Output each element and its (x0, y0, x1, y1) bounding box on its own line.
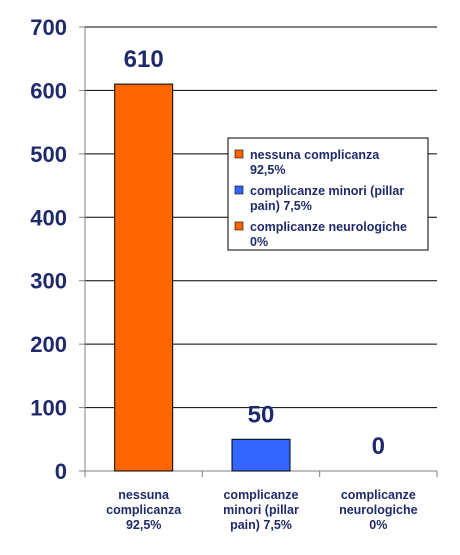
y-tick-label: 500 (30, 142, 67, 167)
legend-swatch (234, 149, 244, 159)
y-tick-label: 400 (30, 205, 67, 230)
y-tick-label: 700 (30, 15, 67, 40)
legend-entry-label: complicanze neurologiche 0% (250, 220, 407, 249)
bar-value-label: 0 (372, 433, 385, 460)
x-tick-label: nessuna complicanza 92,5% (106, 488, 182, 532)
y-tick-label: 600 (30, 78, 67, 103)
bars (114, 83, 291, 472)
y-tick-label: 300 (30, 269, 67, 294)
x-tick-label: complicanze minori (pillar pain) 7,5% (223, 488, 299, 532)
y-tick-labels: 0 100 200 300 400 500 600 700 (30, 15, 67, 484)
legend-swatch (234, 185, 244, 195)
y-tick-label: 0 (55, 459, 67, 484)
x-tick-label: complicanze neurologiche 0% (339, 488, 418, 532)
y-tick-label: 100 (30, 396, 67, 421)
bar-value-label: 50 (248, 401, 275, 428)
legend-swatch (234, 221, 244, 231)
legend: nessuna complicanza 92,5% complicanze mino… (227, 137, 429, 251)
bar-value-label: 610 (124, 46, 164, 73)
bar (114, 83, 174, 472)
bar-value-labels: 610 50 0 (124, 46, 385, 460)
x-tick-labels: nessuna complicanza 92,5% complicanze minori… (106, 488, 417, 532)
y-tick-label: 200 (30, 332, 67, 357)
bar (231, 438, 291, 472)
legend-box (227, 137, 429, 251)
legend-entry-label: nessuna complicanza 92,5% (250, 148, 380, 177)
legend-entry-label: complicanze minori (pillar pain) 7,5% (250, 184, 404, 213)
